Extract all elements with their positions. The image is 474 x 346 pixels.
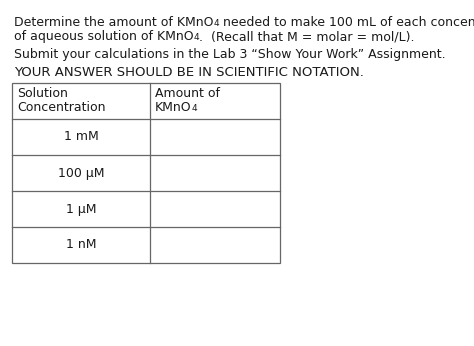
Text: Solution: Solution	[17, 87, 68, 100]
Text: needed to make 100 mL of each concentration: needed to make 100 mL of each concentrat…	[219, 16, 474, 29]
Text: 1 mM: 1 mM	[64, 130, 99, 144]
Text: 4: 4	[213, 19, 219, 28]
Bar	[12, 83, 280, 263]
Text: KMnO: KMnO	[155, 101, 191, 114]
Text: Amount of: Amount of	[155, 87, 220, 100]
Text: .  (Recall that M = molar = mol/L).: . (Recall that M = molar = mol/L).	[199, 30, 415, 43]
Text: Submit your calculations in the Lab 3 “Show Your Work” Assignment.: Submit your calculations in the Lab 3 “S…	[14, 48, 446, 61]
Text: Determine the amount of KMnO: Determine the amount of KMnO	[14, 16, 213, 29]
Text: 100 μM: 100 μM	[58, 166, 104, 180]
Text: of aqueous solution of KMnO: of aqueous solution of KMnO	[14, 30, 193, 43]
Text: 4: 4	[193, 33, 199, 42]
Text: YOUR ANSWER SHOULD BE IN SCIENTIFIC NOTATION.: YOUR ANSWER SHOULD BE IN SCIENTIFIC NOTA…	[14, 66, 364, 79]
Text: 1 μM: 1 μM	[66, 202, 96, 216]
Text: 1 nM: 1 nM	[66, 238, 96, 252]
Text: 4: 4	[191, 104, 197, 113]
Text: Concentration: Concentration	[17, 101, 106, 114]
